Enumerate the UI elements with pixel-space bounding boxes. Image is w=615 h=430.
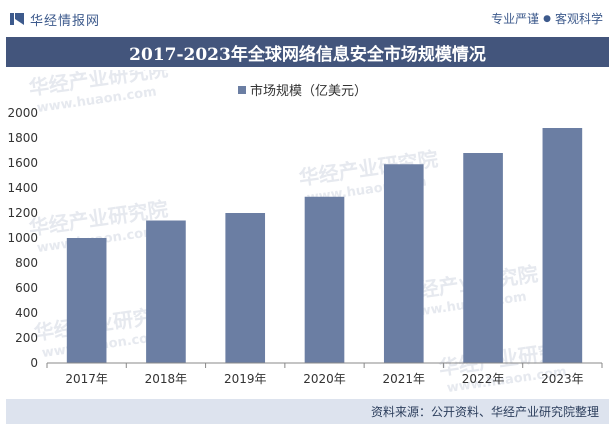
x-tick-label: 2020年 xyxy=(303,372,346,386)
y-tick-label: 400 xyxy=(15,306,38,320)
y-tick-label: 1600 xyxy=(7,156,38,170)
y-tick-label: 2000 xyxy=(7,106,38,120)
x-tick-label: 2017年 xyxy=(65,372,108,386)
y-tick-label: 1400 xyxy=(7,181,38,195)
bar-chart: 华经产业研究院www.huaon.com华经产业研究院www.huaon.com… xyxy=(7,57,603,396)
bullet-icon: ● xyxy=(543,13,551,24)
brand-logo-icon xyxy=(10,13,24,25)
chart-area: 华经产业研究院 www.huaon.com 华经产业研究院 www.huaon.com… xyxy=(0,57,615,398)
x-axis: 2017年 2018年 2019年 2020年 2021年 2022年 2023年 xyxy=(46,362,603,386)
tagline: 专业严谨 ● 客观科学 xyxy=(491,10,603,27)
chart-title: 2017-2023年全球网络信息安全市场规模情况 xyxy=(129,44,486,65)
y-tick-label: 1200 xyxy=(7,206,38,220)
tagline-right: 客观科学 xyxy=(554,12,603,26)
brand: 华经情报网 xyxy=(10,9,100,29)
y-tick-label: 200 xyxy=(15,331,38,345)
legend-label: 市场规模（亿美元） xyxy=(250,83,367,99)
bar xyxy=(146,220,186,363)
source-note: 资料来源：公开资料、华经产业研究院整理 xyxy=(370,405,599,419)
legend: 市场规模（亿美元） xyxy=(238,83,367,99)
title-bar: 2017-2023年全球网络信息安全市场规模情况 xyxy=(6,37,609,67)
x-tick-label: 2018年 xyxy=(145,372,188,386)
x-tick-label: 2021年 xyxy=(383,372,426,386)
bars xyxy=(66,128,583,363)
x-tick-label: 2023年 xyxy=(541,372,584,386)
x-tick-label: 2022年 xyxy=(462,372,505,386)
bar xyxy=(463,153,503,363)
header: 华经情报网 专业严谨 ● 客观科学 xyxy=(0,0,615,36)
bar xyxy=(304,196,345,363)
y-tick-label: 1000 xyxy=(7,231,38,245)
x-tick-label: 2019年 xyxy=(224,372,267,386)
legend-swatch xyxy=(238,86,246,94)
bar xyxy=(66,238,107,363)
y-tick-label: 1800 xyxy=(7,131,38,145)
footer: 资料来源：公开资料、华经产业研究院整理 xyxy=(6,399,609,424)
y-tick-label: 0 xyxy=(30,356,38,370)
bar xyxy=(542,128,583,363)
y-axis: 0 200 400 600 800 1000 1200 1400 1600 1800 2000 xyxy=(7,106,38,370)
tagline-left: 专业严谨 xyxy=(491,12,540,26)
y-tick-label: 800 xyxy=(15,256,38,270)
brand-name: 华经情报网 xyxy=(30,13,101,29)
bar xyxy=(225,213,266,363)
bar xyxy=(383,164,424,363)
y-tick-label: 600 xyxy=(15,281,38,295)
